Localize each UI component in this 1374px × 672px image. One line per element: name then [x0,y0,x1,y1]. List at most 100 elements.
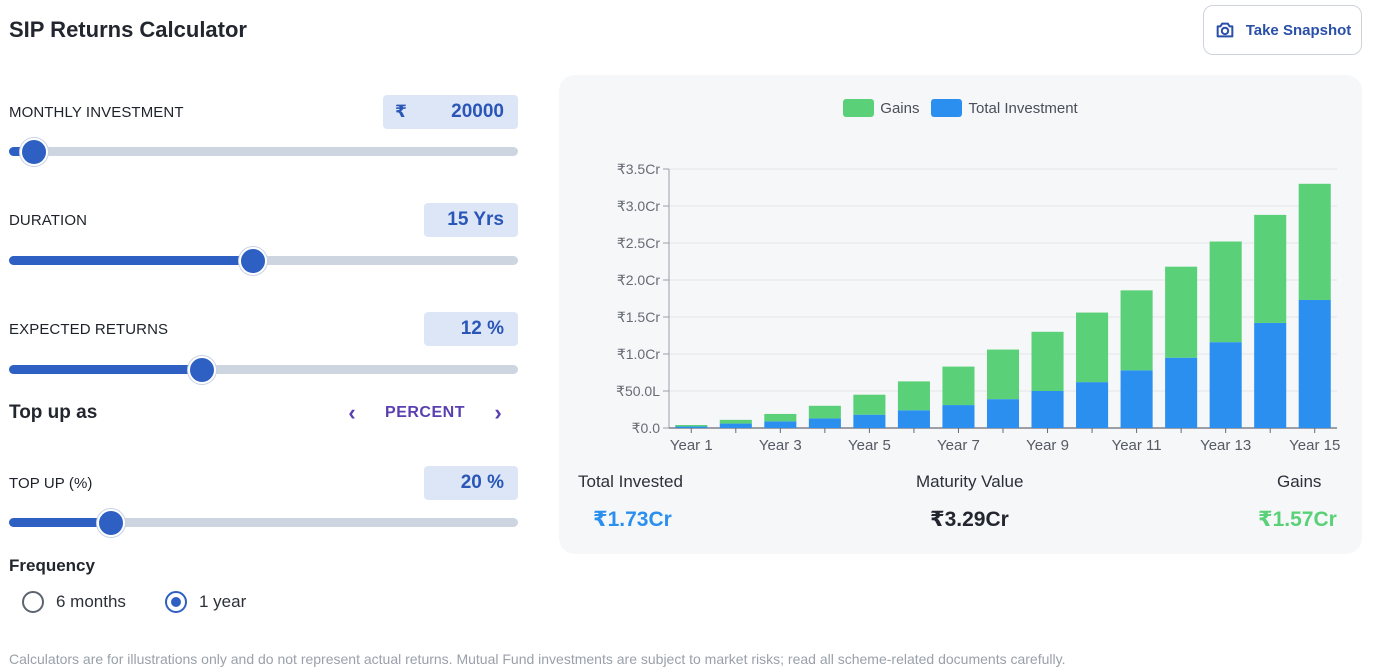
duration-value: 15 Yrs [447,209,504,230]
rupee-symbol: ₹ [395,102,407,121]
maturity-value-label: Maturity Value [916,472,1024,491]
x-tick-label: Year 7 [937,437,980,454]
topup-as-heading: Top up as [9,402,98,423]
legend-label-investment: Total Investment [968,99,1078,117]
duration-slider[interactable] [9,247,518,275]
camera-icon [1216,22,1234,38]
frequency-option-1-year[interactable]: 1 year [165,591,246,613]
bar-investment-13 [1209,342,1242,428]
disclaimer-text: Calculators are for illustrations only a… [9,651,1066,667]
bar-gains-14 [1254,214,1287,323]
expected-returns-input[interactable]: 12 % [424,312,518,346]
y-tick-label: ₹3.0Cr [617,198,660,214]
bar-investment-12 [1165,357,1198,428]
bar-investment-15 [1298,299,1331,428]
y-tick-label: ₹50.0L [616,383,660,399]
bar-gains-9 [1031,331,1064,391]
x-tick-label: Year 5 [848,437,891,454]
frequency-option-label: 1 year [199,592,247,611]
monthly-investment-slider[interactable] [9,138,518,166]
duration-input[interactable]: 15 Yrs [424,203,518,237]
legend-item-gains[interactable]: Gains [843,99,919,117]
frequency-heading: Frequency [9,556,95,575]
bar-gains-1 [675,425,708,427]
bar-gains-11 [1120,290,1153,371]
radio-button-checked[interactable] [165,591,187,613]
stacked-bar-chart: ₹0.0 ₹50.0L ₹1.0Cr ₹1.5Cr ₹2.0Cr ₹2.5Cr ₹3.0Cr… [616,161,1340,454]
frequency-option-label: 6 months [56,592,126,611]
y-tick-label: ₹2.0Cr [617,272,660,288]
chart-legend: Gains Total Investment [559,99,1362,117]
bar-gains-13 [1209,241,1242,343]
slider-thumb[interactable] [188,356,217,384]
topup-label: TOP UP (%) [9,475,93,492]
slider-thumb[interactable] [96,509,125,537]
total-invested-value: ₹1.73Cr [593,508,672,531]
x-tick-label: Year 9 [1026,437,1069,454]
bar-investment-8 [986,399,1020,428]
slider-thumb[interactable] [239,247,268,275]
y-tick-label: ₹1.5Cr [617,309,660,325]
y-tick-label: ₹0.0 [632,420,661,436]
slider-fill [9,256,254,265]
bar-gains-12 [1165,266,1198,358]
bar-gains-4 [808,405,841,419]
bar-investment-5 [853,414,886,428]
take-snapshot-button[interactable]: Take Snapshot [1203,5,1362,55]
chart-card: Gains Total Investment ₹0.0 ₹50.0L ₹1.0Cr ₹… [559,75,1362,554]
y-tick-label: ₹1.0Cr [617,346,660,362]
bar-gains-8 [986,349,1020,400]
topup-slider[interactable] [9,509,518,537]
x-tick-label: Year 1 [670,437,713,454]
chevron-right-icon[interactable]: › [494,400,502,425]
monthly-investment-input[interactable]: ₹ 20000 [383,95,518,129]
bar-gains-5 [853,394,886,415]
bar-investment-14 [1254,322,1287,428]
slider-thumb[interactable] [20,138,49,166]
chevron-left-icon[interactable]: ‹ [348,400,356,425]
bar-investment-6 [897,410,930,428]
bar-investment-1 [675,426,708,428]
slider-fill [9,365,203,374]
x-tick-label: Year 15 [1289,437,1340,454]
x-tick-label: Year 3 [759,437,802,454]
maturity-value: ₹3.29Cr [930,508,1009,531]
bar-gains-3 [764,413,797,422]
bar-investment-9 [1031,391,1064,428]
topup-mode-switch: ‹ PERCENT › [340,400,510,426]
x-tick-label: Year 11 [1112,437,1162,454]
bar-gains-10 [1076,312,1109,383]
expected-returns-label: EXPECTED RETURNS [9,321,169,338]
monthly-investment-value: 20000 [451,101,504,122]
bar-investment-2 [719,423,752,428]
x-tick-label: Year 13 [1200,437,1251,454]
frequency-option-6-months[interactable]: 6 months [22,591,126,613]
legend-item-investment[interactable]: Total Investment [931,99,1078,117]
legend-swatch-gains [843,99,875,117]
bar-gains-7 [942,366,975,406]
bar-investment-4 [808,418,841,428]
bar-gains-2 [719,419,752,424]
total-invested-label: Total Invested [578,472,683,491]
bar-investment-11 [1120,370,1153,428]
legend-swatch-investment [931,99,963,117]
legend-label-gains: Gains [880,99,920,117]
topup-value: 20 % [460,472,504,493]
slider-fill [9,518,111,527]
y-tick-label: ₹2.5Cr [617,235,660,251]
bar-investment-3 [764,421,797,428]
take-snapshot-label: Take Snapshot [1245,21,1352,39]
gains-value: ₹1.57Cr [1258,508,1337,531]
bar-investment-10 [1076,382,1109,428]
expected-returns-slider[interactable] [9,356,518,384]
y-tick-label: ₹3.5Cr [617,161,660,177]
expected-returns-value: 12 % [460,318,504,339]
monthly-investment-label: MONTHLY INVESTMENT [9,104,184,121]
topup-input[interactable]: 20 % [424,466,518,500]
page-title: SIP Returns Calculator [9,17,247,42]
radio-button[interactable] [22,591,44,613]
duration-label: DURATION [9,212,88,229]
bar-investment-7 [942,405,975,428]
bar-gains-6 [897,381,930,411]
topup-mode-value: PERCENT [385,404,465,421]
